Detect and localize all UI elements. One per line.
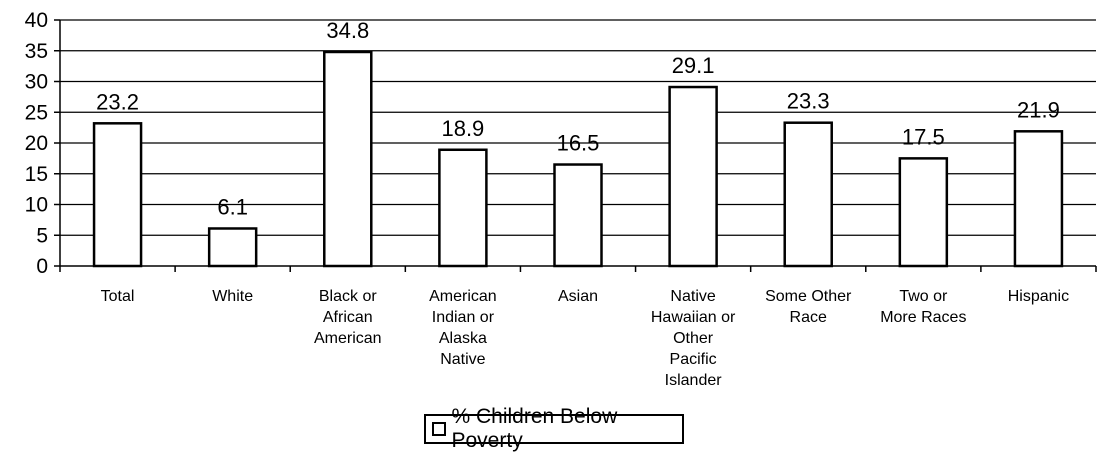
y-tick-label: 20 (25, 132, 48, 155)
x-tick-label: Some Other Race (765, 288, 852, 326)
x-tick-label-line: Islander (665, 372, 723, 389)
x-tick-label: Two or More Races (880, 288, 966, 326)
y-tick-label: 40 (25, 9, 48, 32)
y-tick-label: 5 (36, 224, 48, 247)
x-tick-label-line: Race (790, 309, 827, 326)
x-tick-label-line: Alaska (439, 330, 487, 347)
x-tick-label-line: American (429, 288, 497, 305)
x-tick-label: Total (101, 288, 135, 305)
x-tick-label-line: Hispanic (1008, 288, 1069, 305)
x-tick-label-line: American (314, 330, 382, 347)
bar (1013, 130, 1064, 268)
x-tick-label: American Indian or Alaska Native (429, 288, 497, 368)
x-tick-label-line: Other (673, 330, 714, 347)
bar (553, 163, 603, 268)
x-tick-label-line: African (323, 309, 373, 326)
y-tick-label: 10 (25, 194, 48, 217)
data-label: 16.5 (557, 131, 600, 156)
bar (207, 227, 258, 268)
data-label: 34.8 (326, 18, 369, 43)
x-tick-label-line: Pacific (670, 351, 717, 368)
x-tick-label: Hispanic (1008, 288, 1069, 305)
legend-swatch (432, 422, 446, 436)
data-label: 23.2 (96, 89, 139, 114)
bar (438, 148, 488, 268)
y-tick-label: 15 (25, 163, 48, 186)
y-tick-label: 35 (25, 40, 48, 63)
y-tick-label: 25 (25, 101, 48, 124)
data-label: 18.9 (441, 116, 484, 141)
bar (783, 121, 833, 268)
x-tick-label-line: White (212, 288, 253, 305)
x-tick-label-line: Native (670, 288, 715, 305)
x-tick-label-line: Total (101, 288, 135, 305)
legend-label: % Children Below Poverty (451, 405, 618, 452)
x-tick-label-line: Native (440, 351, 485, 368)
bar (898, 157, 949, 268)
x-tick-label: Asian (558, 288, 598, 305)
x-tick-label-line: Hawaiian or (651, 309, 736, 326)
bar (668, 85, 718, 268)
x-tick-label-line: Asian (558, 288, 598, 305)
data-label: 29.1 (672, 53, 715, 78)
data-label: 6.1 (217, 194, 248, 219)
data-label: 21.9 (1017, 97, 1060, 122)
x-tick-label: White (212, 288, 253, 305)
data-label: 23.3 (787, 89, 830, 114)
data-label: 17.5 (902, 124, 945, 149)
x-tick-label-line: Two or (899, 288, 948, 305)
y-tick-label: 0 (36, 255, 48, 278)
legend: % Children Below Poverty (424, 405, 684, 452)
bar (92, 122, 143, 268)
x-tick-label-line: Black or (319, 288, 377, 305)
x-tick-label: Native Hawaiian or Other Pacific Islander (651, 288, 736, 389)
x-tick-label-line: Some Other (765, 288, 852, 305)
x-tick-label-line: More Races (880, 309, 966, 326)
x-tick-label-line: Indian or (432, 309, 495, 326)
x-tick-label: Black or African American (314, 288, 382, 347)
bar (323, 50, 373, 268)
y-tick-label: 30 (25, 71, 48, 94)
